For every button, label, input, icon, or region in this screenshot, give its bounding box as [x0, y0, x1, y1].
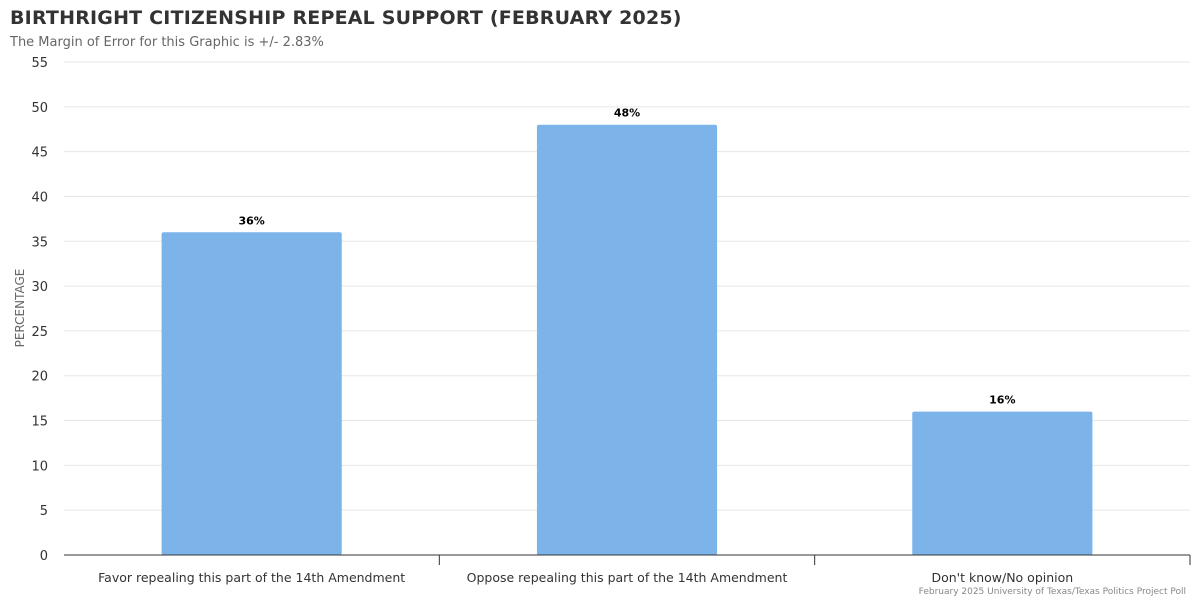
y-tick-label: 20	[31, 370, 48, 385]
y-tick-label: 40	[31, 190, 48, 205]
y-tick-label: 50	[31, 101, 48, 116]
chart-subtitle: The Margin of Error for this Graphic is …	[10, 35, 324, 50]
bars	[161, 124, 1093, 556]
y-tick-label: 15	[31, 415, 48, 430]
bar	[161, 232, 342, 556]
chart-title: BIRTHRIGHT CITIZENSHIP REPEAL SUPPORT (F…	[10, 7, 682, 29]
y-tick-label: 25	[31, 325, 48, 340]
x-category-label: Don't know/No opinion	[931, 570, 1073, 585]
y-tick-label: 45	[31, 146, 48, 161]
bar	[912, 411, 1093, 555]
y-tick-label: 10	[31, 459, 48, 474]
x-category-label: Favor repealing this part of the 14th Am…	[98, 570, 405, 585]
data-label: 48%	[614, 107, 640, 120]
data-label: 16%	[989, 394, 1015, 407]
source-credit: February 2025 University of Texas/Texas …	[918, 587, 1186, 597]
y-tick-label: 5	[40, 504, 48, 519]
y-tick-label: 0	[40, 549, 48, 564]
x-axis: Favor repealing this part of the 14th Am…	[64, 554, 1191, 585]
y-tick-label: 55	[31, 56, 48, 71]
data-labels: 36% 48% 16%	[238, 107, 1015, 407]
y-axis-ticks: 0 5 10 15 20 25 30 35 40 45 50 55	[31, 56, 48, 564]
y-tick-label: 35	[31, 235, 48, 250]
y-tick-label: 30	[31, 280, 48, 295]
bar	[536, 124, 718, 555]
data-label: 36%	[238, 214, 264, 227]
x-category-label: Oppose repealing this part of the 14th A…	[467, 570, 788, 585]
